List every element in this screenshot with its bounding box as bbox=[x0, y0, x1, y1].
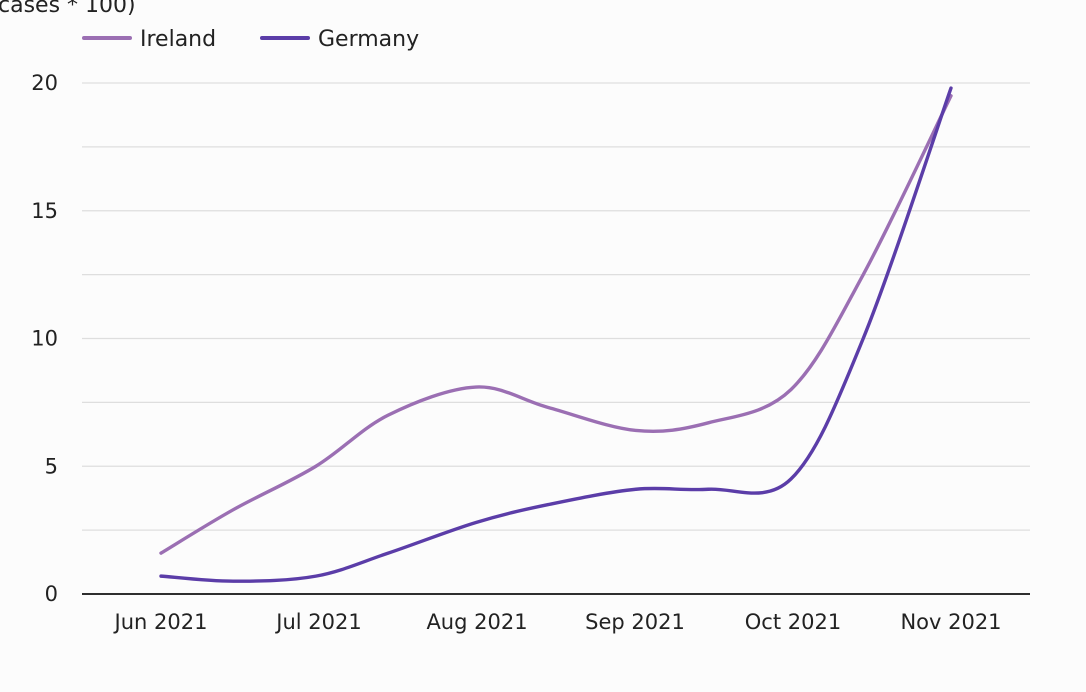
legend-label-ireland: Ireland bbox=[140, 27, 216, 52]
x-tick-label: Aug 2021 bbox=[426, 610, 527, 634]
y-tick-label: 0 bbox=[45, 582, 58, 606]
x-tick-label: Jun 2021 bbox=[113, 610, 208, 634]
y-axis-title: cases * 100) bbox=[0, 0, 136, 18]
y-tick-label: 5 bbox=[45, 454, 58, 478]
grid-layer bbox=[82, 82, 1030, 531]
legend: Ireland Germany bbox=[82, 27, 419, 52]
y-tick-label: 15 bbox=[31, 199, 58, 223]
series-line-germany bbox=[159, 86, 953, 583]
x-tick-label: Jul 2021 bbox=[274, 610, 361, 634]
y-tick-label: 20 bbox=[31, 71, 58, 95]
y-tick-label: 10 bbox=[31, 327, 58, 351]
series-line-ireland bbox=[159, 94, 953, 555]
legend-label-germany: Germany bbox=[318, 27, 419, 52]
x-tick-label: Nov 2021 bbox=[900, 610, 1001, 634]
x-tick-label: Sep 2021 bbox=[585, 610, 685, 634]
series-layer bbox=[159, 86, 953, 583]
x-tick-label: Oct 2021 bbox=[745, 610, 841, 634]
axis-layer: 0 5 10 15 20 Jun 2021 Jul 2021 Aug 2021 Sep 2021… bbox=[31, 71, 1030, 634]
